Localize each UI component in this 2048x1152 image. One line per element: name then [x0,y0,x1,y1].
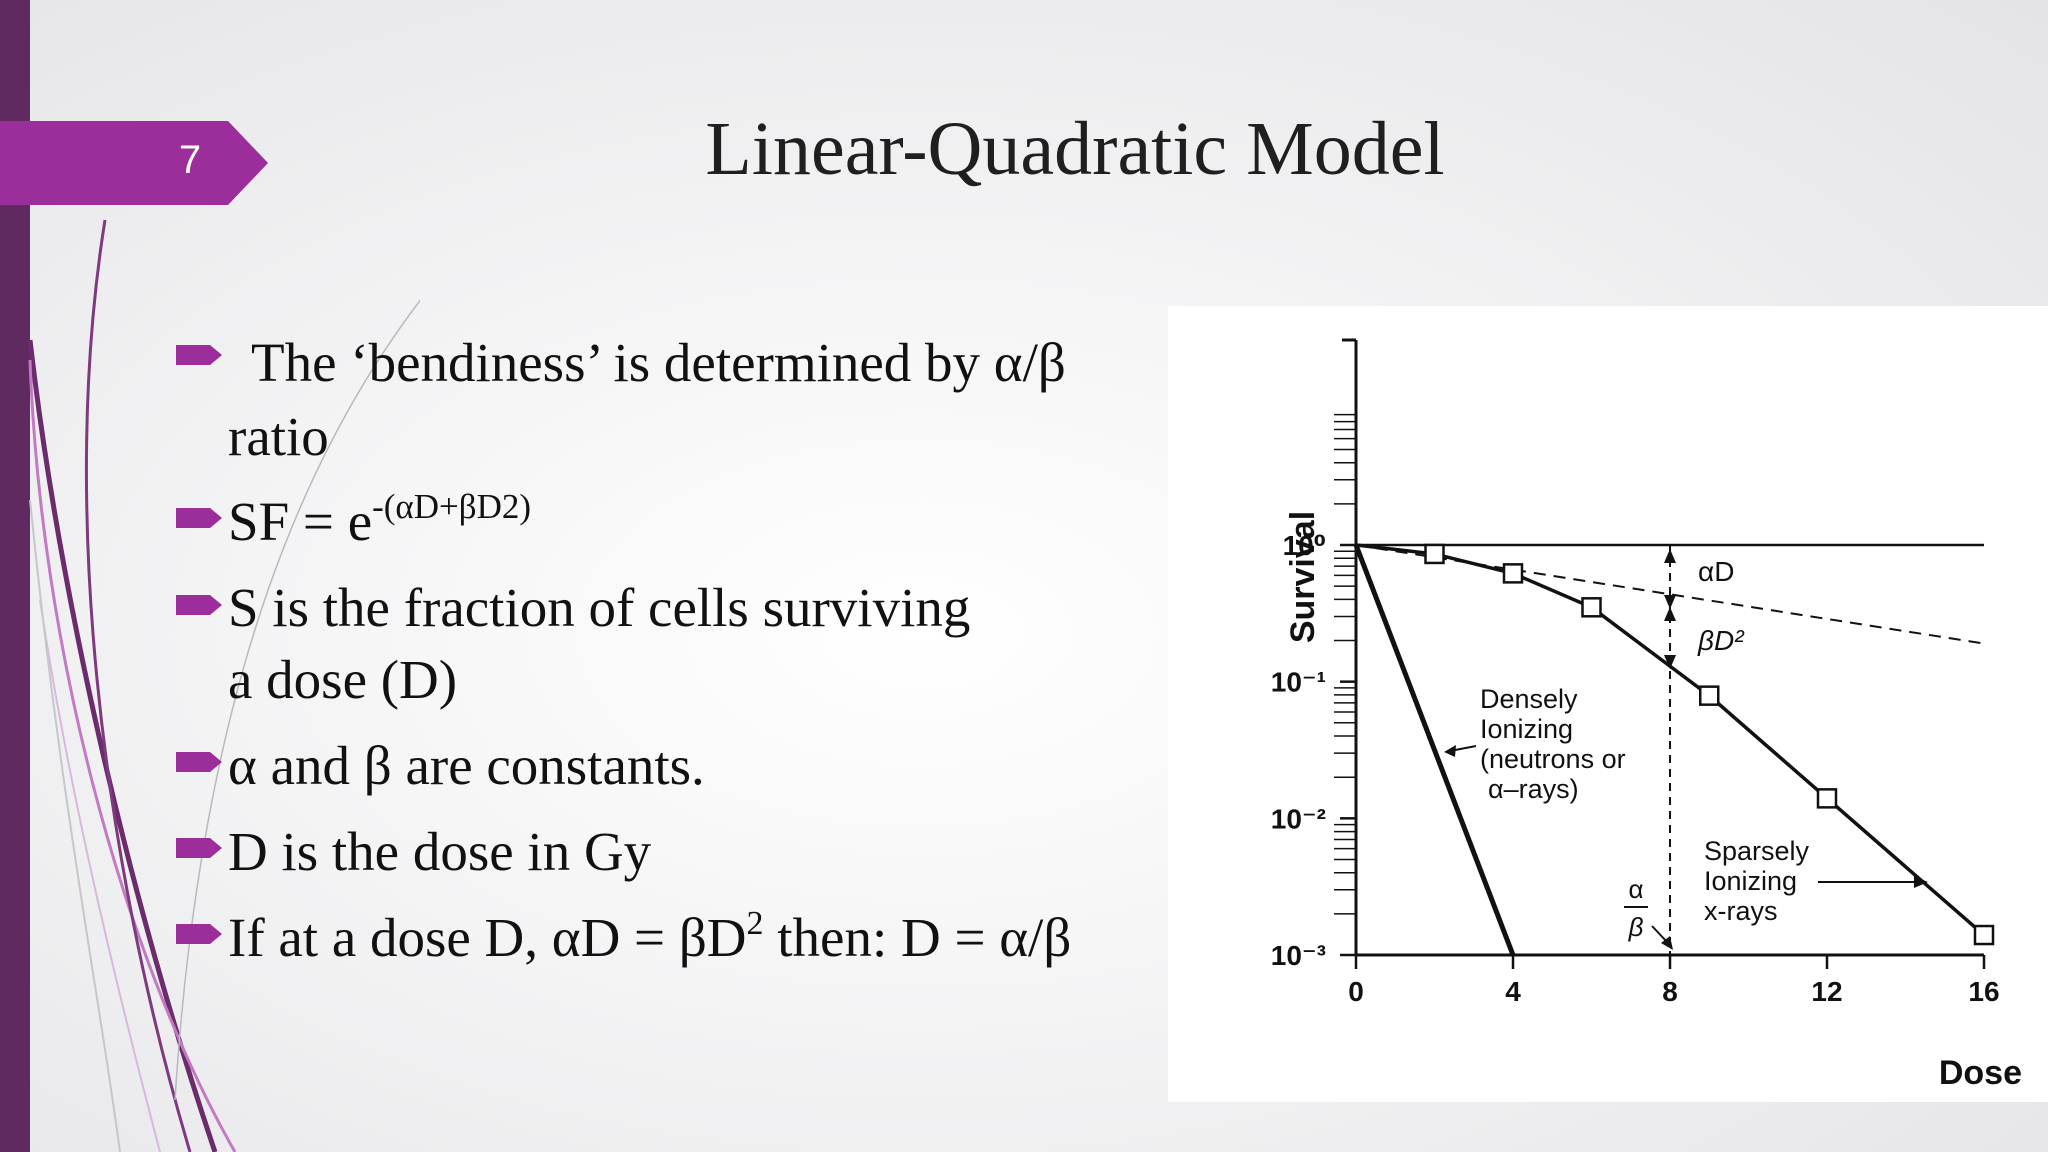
bullet-arrow-icon [176,838,222,858]
arrowhead-icon [1914,876,1928,888]
alpha-d-label: αD [1698,556,1734,587]
y-tick-label: 10⁻¹ [1271,667,1326,698]
bullet-arrow-icon [176,508,222,528]
x-tick-label: 12 [1811,976,1842,1007]
densely-ionizing-label-line: Densely [1480,684,1578,714]
densely-ionizing-curve [1353,544,1516,956]
bullet-6: If at a dose D, αD = βD2 then: D = α/β [228,907,1072,968]
x-tick-label: 0 [1348,976,1364,1007]
sparsely-ionizing-label-line: Ionizing [1704,866,1797,896]
bullet-4: α and β are constants. [228,735,705,796]
data-point-marker [1973,924,1995,946]
x-tick-label: 16 [1968,976,1999,1007]
beta-d-squared-label: βD² [1697,625,1745,656]
x-axis-title: Dose [1939,1054,2022,1092]
y-tick-label: 10⁻³ [1271,940,1326,971]
arrowhead-icon [1661,936,1673,950]
densely-ionizing-label-line: Ionizing [1480,714,1573,744]
survival-chart: 10⁰ 10⁻¹ 10⁻² 10⁻³ 0 4 8 12 16 Survival Dose Densel… [1271,338,2022,1092]
bullet-1-line1: The ‘bendiness’ is determined by α/β [251,332,1066,393]
bullet-2: SF = e-(αD+βD2) [228,489,531,552]
bullet-6-superscript: 2 [746,905,764,942]
alpha-over-beta-denominator: β [1628,912,1644,942]
data-point-marker [1502,563,1524,584]
bullet-6-before: If at a dose D, αD = βD [228,907,747,968]
bullet-3-line2: a dose (D) [228,649,458,710]
densely-ionizing-label-line: (neutrons or [1480,744,1626,774]
bullet-1-line2: ratio [228,406,329,467]
sparsely-ionizing-label-line: Sparsely [1704,836,1810,866]
arrowhead-icon [1664,595,1676,609]
data-point-marker [1424,543,1445,565]
slide-number: 7 [178,138,202,182]
data-point-marker [1816,788,1838,809]
alpha-over-beta-numerator: α [1628,874,1643,904]
arrowhead-icon [1664,607,1676,621]
sf-formula-exponent: -(αD+βD2) [372,487,532,526]
sparsely-ionizing-label-line: x-rays [1704,896,1778,926]
sf-formula-base: SF = e [228,491,373,552]
y-tick-label: 10⁻² [1271,803,1326,834]
decorative-lines [27,219,420,1152]
bullet-arrow-icon [176,345,222,365]
arrowhead-icon [1664,549,1676,563]
arrowhead-icon [1444,745,1456,757]
slide-title: Linear-Quadratic Model [705,107,1445,191]
bullet-5: D is the dose in Gy [228,821,652,882]
densely-ionizing-label-line: α–rays) [1488,774,1579,804]
y-tick-label: 10⁰ [1283,530,1326,561]
data-point-marker [1581,597,1602,618]
data-point-marker [1699,685,1720,706]
y-axis-title: Survival [1284,511,1322,643]
x-tick-label: 8 [1662,976,1678,1007]
survival-curve-figure: 10⁰ 10⁻¹ 10⁻² 10⁻³ 0 4 8 12 16 Survival Dose Densel… [1168,306,2048,1102]
bullet-6-after: then: D = α/β [763,907,1072,968]
x-tick-label: 4 [1505,976,1521,1007]
bullet-3-line1: S is the fraction of cells surviving [228,577,971,638]
slide-number-tab [0,121,268,205]
bullet-arrow-icon [176,752,222,772]
bullet-arrow-icon [176,924,222,944]
arrowhead-icon [1664,655,1676,669]
bullet-arrow-icon [176,595,222,615]
